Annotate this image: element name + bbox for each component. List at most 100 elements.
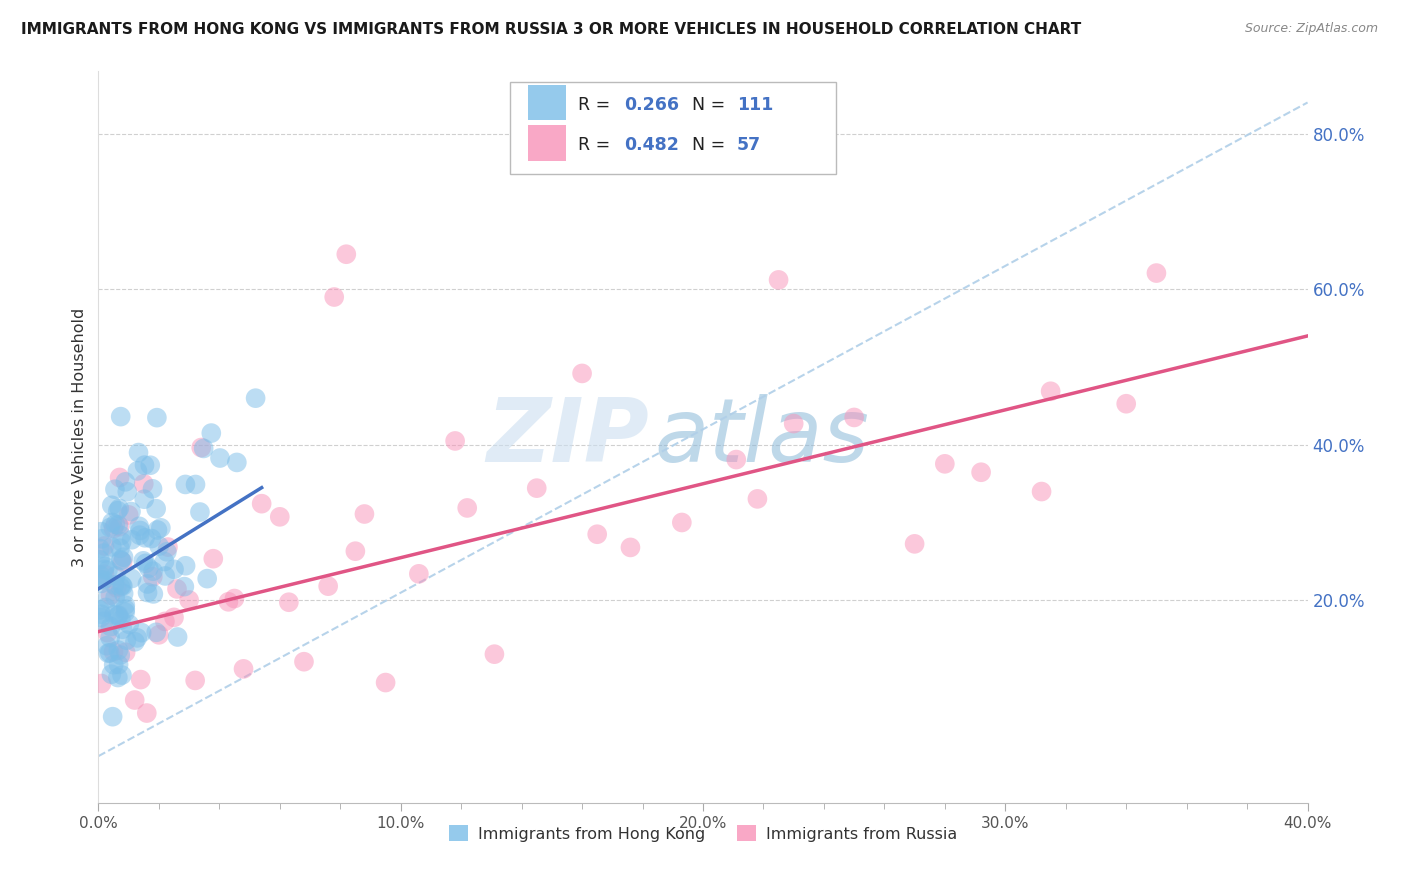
Point — [107, 517, 129, 532]
Point — [108, 541, 131, 556]
Point — [105, 581, 128, 595]
Point — [96, 639, 118, 653]
Point — [114, 598, 136, 612]
Text: IMMIGRANTS FROM HONG KONG VS IMMIGRANTS FROM RUSSIA 3 OR MORE VEHICLES IN HOUSEH: IMMIGRANTS FROM HONG KONG VS IMMIGRANTS … — [21, 22, 1081, 37]
Text: R =: R = — [578, 136, 616, 154]
Point — [104, 517, 127, 532]
Point — [89, 553, 111, 567]
Point — [103, 645, 125, 659]
Point — [107, 608, 129, 623]
Point — [844, 410, 866, 425]
Text: atlas: atlas — [655, 394, 869, 480]
Point — [970, 465, 993, 479]
Point — [121, 572, 143, 586]
Point — [148, 539, 170, 553]
Point — [374, 675, 396, 690]
Point — [1115, 397, 1137, 411]
Point — [97, 563, 120, 577]
Point — [124, 634, 146, 648]
Point — [1144, 266, 1167, 280]
Point — [166, 630, 188, 644]
Point — [100, 619, 122, 633]
Point — [408, 566, 430, 581]
Point — [174, 558, 197, 573]
Point — [96, 625, 118, 640]
Point — [141, 482, 163, 496]
Text: 0.482: 0.482 — [624, 136, 679, 154]
Point — [225, 455, 247, 469]
Point — [142, 570, 165, 584]
Text: 57: 57 — [737, 136, 761, 154]
Point — [90, 610, 112, 624]
Point — [110, 528, 132, 542]
Point — [725, 452, 748, 467]
Point — [127, 464, 149, 478]
Point — [93, 567, 115, 582]
Point — [104, 591, 127, 605]
Point — [110, 553, 132, 567]
Point — [934, 457, 956, 471]
Point — [100, 667, 122, 681]
Point — [108, 470, 131, 484]
Point — [484, 647, 506, 661]
Point — [156, 540, 179, 554]
Point — [136, 585, 159, 599]
Point — [110, 580, 132, 594]
Point — [104, 482, 127, 496]
Point — [586, 527, 609, 541]
Text: R =: R = — [578, 96, 616, 114]
Point — [93, 562, 115, 576]
Point — [619, 541, 641, 555]
Point — [155, 569, 177, 583]
Point — [129, 524, 152, 538]
Point — [107, 657, 129, 672]
Point — [344, 544, 367, 558]
Point — [145, 625, 167, 640]
Point — [747, 491, 769, 506]
Point — [217, 595, 239, 609]
Point — [1031, 484, 1053, 499]
Point — [179, 593, 201, 607]
Text: N =: N = — [682, 96, 731, 114]
Point — [353, 507, 375, 521]
Point — [671, 516, 693, 530]
Point — [136, 577, 159, 591]
Point — [90, 676, 112, 690]
Text: 111: 111 — [737, 96, 773, 114]
Point — [142, 587, 165, 601]
Point — [101, 516, 124, 530]
Point — [120, 504, 142, 518]
Point — [195, 572, 218, 586]
Point — [202, 551, 225, 566]
Point — [89, 603, 111, 617]
Point — [111, 622, 134, 636]
Point — [107, 671, 129, 685]
Point — [292, 655, 315, 669]
Point — [117, 484, 139, 499]
Point — [208, 450, 231, 465]
Point — [250, 497, 273, 511]
Point — [112, 550, 135, 565]
Point — [101, 540, 124, 554]
Point — [444, 434, 467, 448]
Point — [142, 564, 165, 578]
Point — [108, 519, 131, 533]
Point — [190, 441, 212, 455]
Point — [184, 477, 207, 491]
Point — [456, 500, 478, 515]
Point — [188, 505, 211, 519]
Point — [149, 521, 172, 535]
Point — [110, 409, 132, 424]
Point — [93, 573, 115, 587]
Point — [134, 492, 156, 507]
Point — [153, 555, 176, 569]
Point — [129, 673, 152, 687]
Point — [904, 537, 927, 551]
Point — [571, 367, 593, 381]
FancyBboxPatch shape — [527, 85, 567, 120]
Point — [97, 646, 120, 660]
Point — [121, 533, 143, 547]
Point — [93, 615, 115, 629]
Point — [111, 578, 134, 592]
Point — [124, 693, 146, 707]
